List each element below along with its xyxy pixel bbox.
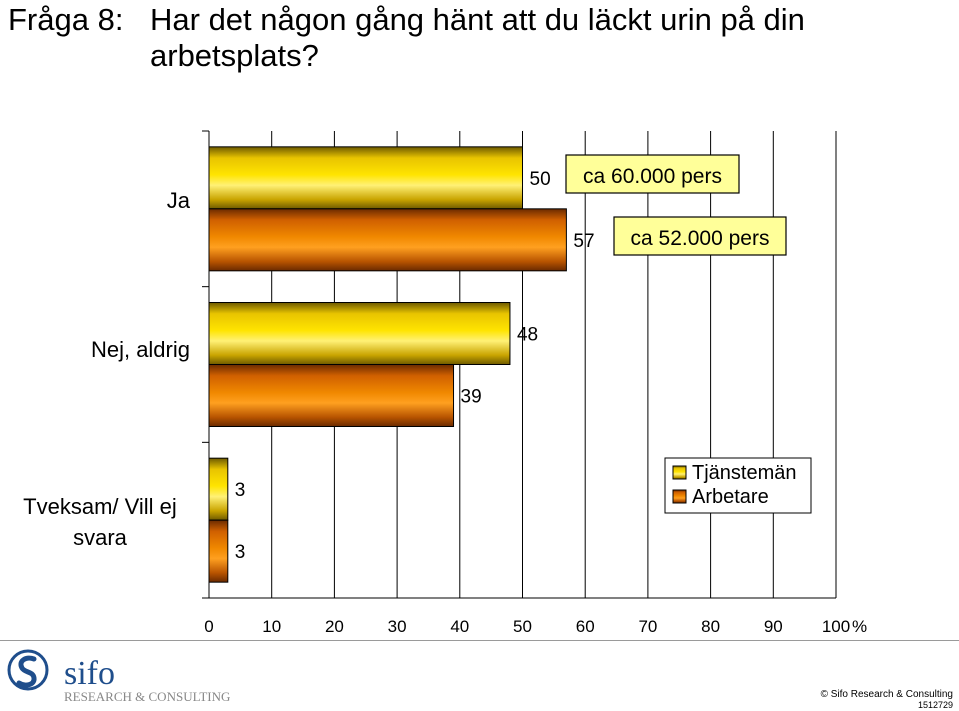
x-tick-label-2: 20: [325, 617, 344, 636]
question-text: Har det någon gång hänt att du läckt uri…: [150, 2, 805, 73]
legend-swatch-1: [672, 489, 687, 504]
x-tick-label-7: 70: [638, 617, 657, 636]
bar-2-1: [208, 519, 229, 583]
category-labels: Ja Nej, aldrig Tveksam/ Vill ej svara: [23, 188, 191, 550]
bar-0-1: [208, 208, 567, 272]
x-tick-label-3: 30: [388, 617, 407, 636]
legend-label-1: Arbetare: [692, 486, 769, 508]
category-label-2: Tveksam/ Vill ej svara: [23, 494, 177, 550]
logo-wordmark: sifo: [64, 655, 115, 692]
category-label-1: Nej, aldrig: [91, 337, 190, 362]
footer-divider: [0, 640, 959, 641]
value-label-1-0: 48: [517, 325, 538, 346]
axes: [202, 130, 836, 599]
annotations: ca 60.000 pers ca 52.000 pers: [565, 154, 787, 256]
value-labels: 50 57 48 39 3 3: [235, 169, 595, 563]
x-unit-label: %: [852, 617, 867, 636]
bars: [208, 146, 567, 583]
value-label-1-1: 39: [461, 387, 482, 408]
legend-swatch-0: [672, 465, 687, 480]
annotation-text-1: ca 52.000 pers: [631, 227, 770, 250]
bar-2-0: [208, 457, 229, 521]
x-tick-label-9: 90: [764, 617, 783, 636]
x-tick-label-6: 60: [576, 617, 595, 636]
bar-1-0: [208, 302, 511, 365]
tick-labels: 0 10 20 30 40 50 60 70 80 90 100%: [204, 617, 867, 636]
value-label-0-0: 50: [530, 169, 551, 190]
x-tick-label-4: 40: [450, 617, 469, 636]
bar-chart: Ja Nej, aldrig Tveksam/ Vill ej svara 50 57 4…: [23, 130, 867, 636]
x-tick-label-8: 80: [701, 617, 720, 636]
logo-ring-icon: [7, 649, 49, 691]
value-label-2-0: 3: [235, 480, 246, 501]
value-label-2-1: 3: [235, 542, 246, 563]
annotation-text-0: ca 60.000 pers: [583, 165, 722, 188]
chart-title: Fråga 8: Har det någon gång hänt att du …: [8, 2, 948, 74]
legend-box: [664, 457, 812, 514]
question-number: Fråga 8:: [8, 2, 124, 37]
x-tick-label-0: 0: [204, 617, 213, 636]
value-label-0-1: 57: [573, 231, 594, 252]
legend-label-0: Tjänstemän: [692, 462, 797, 484]
annotation-box-1: [613, 216, 787, 256]
logo-tagline: RESEARCH & CONSULTING: [64, 689, 230, 704]
annotation-box-0: [565, 154, 740, 194]
x-tick-label-5: 50: [513, 617, 532, 636]
report-code: 1512729: [917, 700, 953, 710]
category-label-0: Ja: [167, 188, 191, 213]
bar-0-0: [208, 146, 523, 210]
logo-s-icon: [16, 655, 37, 688]
sifo-logo: sifo RESEARCH & CONSULTING: [7, 649, 230, 704]
bar-1-1: [208, 364, 455, 427]
x-tick-label-1: 10: [262, 617, 281, 636]
copyright-text: © Sifo Research & Consulting: [820, 689, 953, 700]
x-tick-label-10: 100: [822, 617, 850, 636]
